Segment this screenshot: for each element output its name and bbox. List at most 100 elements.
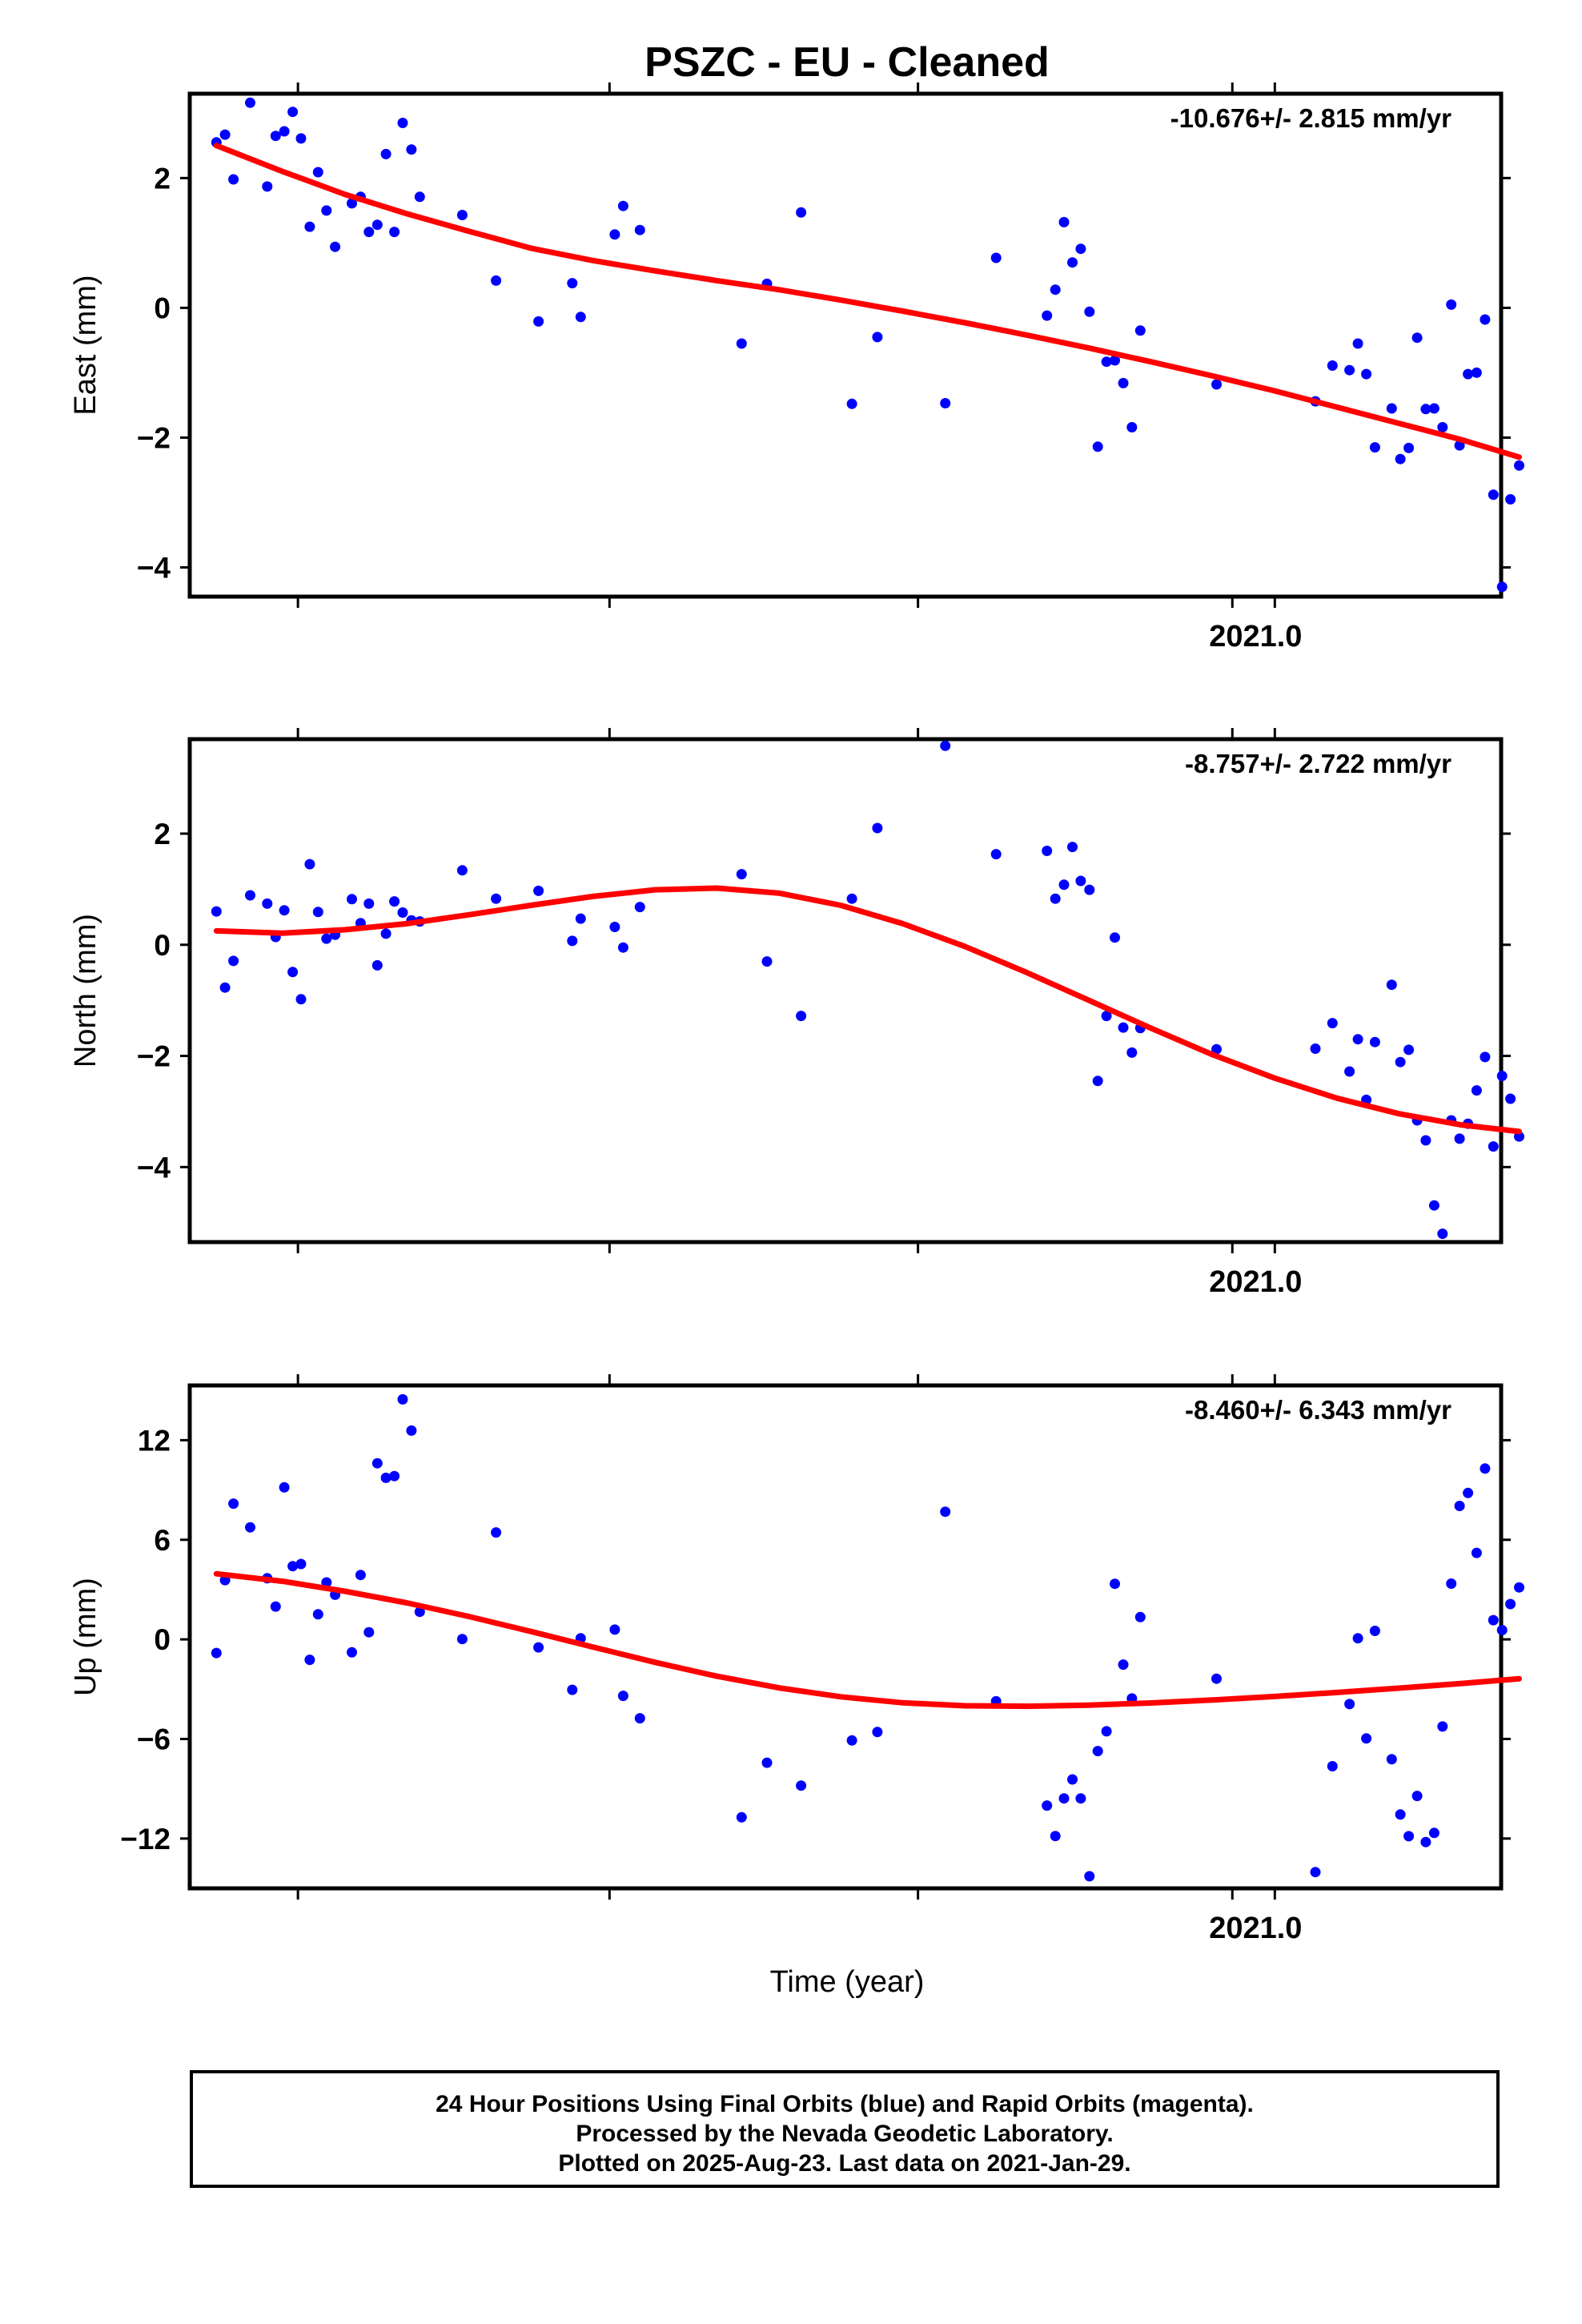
data-point-north [846,893,857,904]
data-point-north [1428,1200,1439,1211]
y-tick-label-up: 6 [154,1524,171,1557]
data-point-east [312,167,323,178]
data-point-north [567,935,578,947]
data-point-east [1514,460,1524,471]
data-point-east [1110,355,1120,366]
data-point-up [1428,1827,1439,1839]
data-point-north [347,894,357,905]
data-point-up [846,1735,857,1746]
y-tick-label-up: −6 [137,1723,171,1755]
data-point-east [1463,368,1474,380]
data-point-up [761,1757,773,1768]
y-tick-label-up: 12 [138,1424,171,1457]
y-tick-label-north: −2 [137,1040,171,1073]
rate-label-north: -8.757+/- 2.722 mm/yr [1185,749,1452,778]
data-point-up [270,1601,281,1612]
panels: 2 0 −2 −4 2021.0 East (mm) -10.676+/- 2.815 mm… [69,82,1524,1945]
data-point-east [491,275,502,286]
x-tick-label-up: 2021.0 [1209,1912,1302,1945]
data-point-east [304,221,315,232]
data-point-up [1437,1721,1448,1732]
data-point-north [990,849,1002,860]
data-point-east [1403,442,1415,453]
data-point-east [456,210,468,220]
data-point-north [304,858,315,870]
data-point-east [287,107,299,118]
data-point-east [1075,243,1086,255]
y-axis-label-up: Up (mm) [69,1578,102,1696]
data-point-east [1058,216,1070,227]
data-point-up [363,1626,375,1638]
data-point-north [1110,932,1120,943]
data-point-up [940,1506,951,1518]
panel-up: 12 6 0 −6 −12 2021.0 Up (mm) -8.460+/- 6.343 mm… [69,1374,1524,1945]
plot-frame-east [187,91,1504,599]
data-point-north [456,865,468,876]
data-point-north [1403,1044,1415,1055]
data-point-up [1327,1761,1338,1771]
x-axis-label: Time (year) [770,1965,925,1999]
data-point-up [371,1458,383,1469]
data-point-north [796,1011,807,1022]
data-point-up [228,1498,239,1510]
data-point-east [1042,310,1053,321]
data-point-east [1496,581,1508,593]
data-point-up [287,1561,299,1572]
plot-frame-north [187,737,1504,1244]
plot-frame-up [187,1383,1504,1891]
data-point-up [1514,1582,1524,1593]
data-point-east [533,316,544,327]
data-point-east [414,191,425,203]
data-point-up [1310,1867,1321,1878]
caption-box: 24 Hour Positions Using Final Orbits (bl… [190,2070,1500,2188]
data-point-up [1050,1831,1061,1842]
y-tick-label-east: −4 [137,552,171,585]
data-point-north [1480,1051,1491,1063]
data-point-north [1084,884,1095,895]
y-axis-label-north: North (mm) [69,914,102,1068]
data-point-east [1395,453,1406,464]
data-point-up [1505,1598,1516,1610]
data-point-north [761,956,773,967]
data-point-north [736,869,747,880]
data-point-east [1386,403,1397,414]
data-point-north [1471,1085,1482,1096]
data-point-east [1352,338,1363,349]
data-point-east [1505,494,1516,505]
data-point-up [414,1606,425,1618]
data-point-north [1369,1036,1380,1047]
data-point-north [380,928,391,939]
data-point-up [634,1713,645,1724]
data-point-up [397,1393,408,1405]
data-point-east [796,207,807,218]
data-point-east [1411,332,1423,344]
data-point-north [617,942,628,953]
caption-line-2: Processed by the Nevada Geodetic Laborat… [576,2121,1114,2147]
data-point-east [321,205,332,216]
data-point-north [1352,1034,1363,1045]
data-point-east [575,312,586,323]
data-point-east [1327,360,1338,371]
data-point-up [380,1472,391,1483]
data-point-north [1420,1135,1431,1146]
data-point-east [406,144,417,155]
data-point-east [609,229,620,240]
data-point-east [228,174,239,185]
caption-line-1: 24 Hour Positions Using Final Orbits (bl… [436,2091,1254,2117]
data-point-north [1075,875,1086,887]
data-point-up [245,1522,255,1533]
data-point-east [1126,422,1138,432]
y-tick-label-east: 0 [154,292,171,324]
data-point-north [1126,1047,1138,1058]
data-point-up [279,1482,290,1493]
data-point-east [1344,364,1355,376]
data-point-up [567,1684,578,1695]
data-point-up [1134,1611,1146,1622]
data-point-up [1058,1793,1070,1804]
data-point-east [940,398,951,408]
data-point-up [617,1691,628,1702]
data-point-north [287,967,299,978]
data-point-east [1101,356,1112,368]
data-point-up [796,1780,807,1791]
data-point-north [1092,1076,1103,1087]
